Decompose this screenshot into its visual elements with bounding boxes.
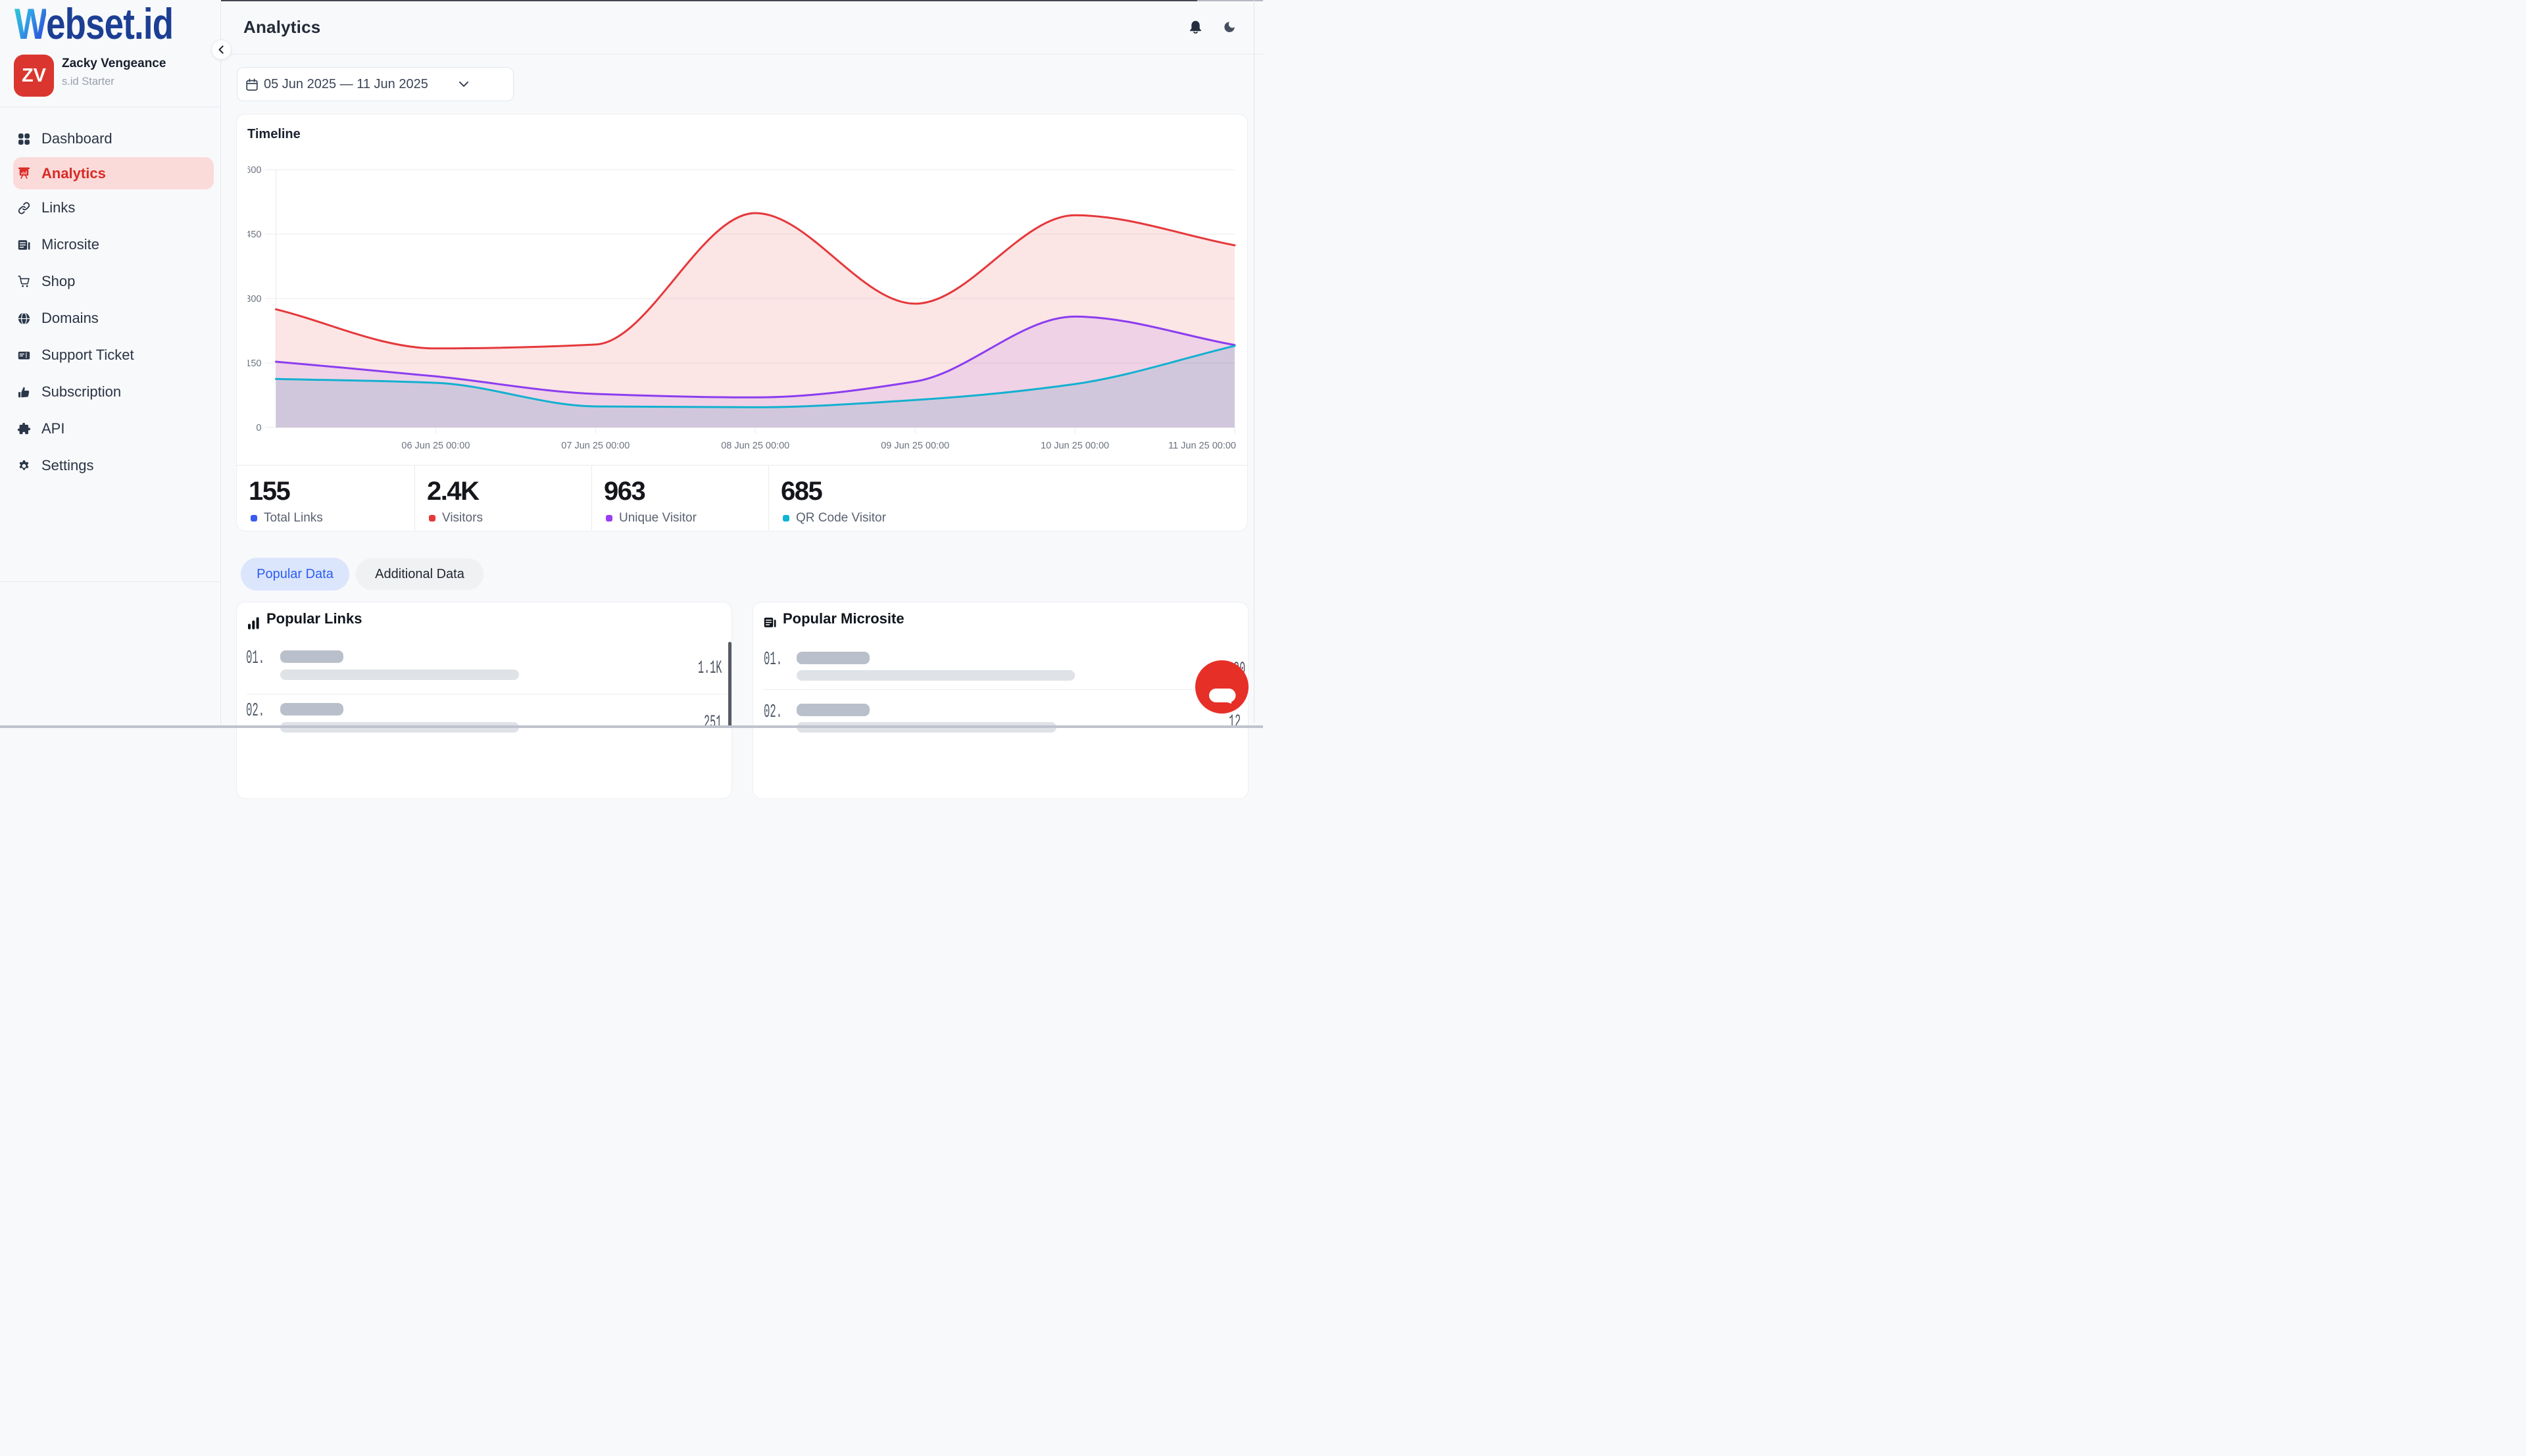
svg-text:11 Jun 25 00:00: 11 Jun 25 00:00 bbox=[1168, 441, 1236, 451]
svg-text:09 Jun 25 00:00: 09 Jun 25 00:00 bbox=[881, 441, 949, 451]
svg-text:450: 450 bbox=[245, 230, 261, 240]
svg-text:08 Jun 25 00:00: 08 Jun 25 00:00 bbox=[721, 441, 789, 451]
svg-text:600: 600 bbox=[245, 165, 261, 176]
svg-text:07 Jun 25 00:00: 07 Jun 25 00:00 bbox=[561, 441, 630, 451]
svg-text:06 Jun 25 00:00: 06 Jun 25 00:00 bbox=[401, 441, 470, 451]
svg-text:300: 300 bbox=[245, 294, 261, 304]
svg-text:10 Jun 25 00:00: 10 Jun 25 00:00 bbox=[1041, 441, 1109, 451]
svg-text:150: 150 bbox=[245, 358, 261, 369]
svg-text:0: 0 bbox=[256, 423, 261, 433]
